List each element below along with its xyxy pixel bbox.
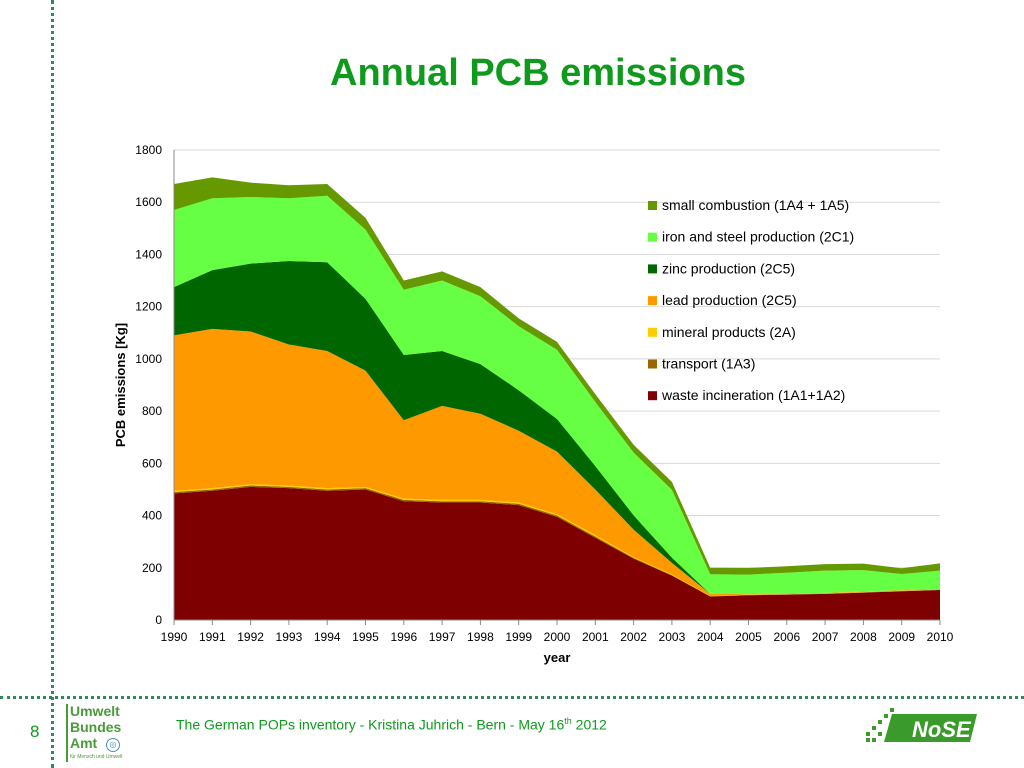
bottom-dotted-rule [0,696,1024,699]
y-tick-label: 1200 [135,300,162,314]
legend-swatch [648,232,657,242]
x-tick-label: 2000 [544,630,571,644]
x-tick-label: 1994 [314,630,341,644]
slide-title: Annual PCB emissions [330,52,746,94]
legend-label: mineral products (2A) [662,324,796,340]
logo-line-3: Amt [70,735,98,751]
x-tick-label: 1999 [505,630,532,644]
x-tick-label: 2005 [735,630,762,644]
x-tick-label: 1995 [352,630,379,644]
chart-legend: small combustion (1A4 + 1A5) iron and ste… [648,197,854,403]
legend-label: lead production (2C5) [662,292,797,308]
left-dotted-rule [51,0,54,768]
y-tick-label: 1800 [135,143,162,157]
x-tick-label: 1998 [467,630,494,644]
legend-label: waste incineration (1A1+1A2) [661,387,845,403]
x-tick-label: 2002 [620,630,647,644]
legend-label: transport (1A3) [662,356,755,372]
y-tick-label: 1400 [135,247,162,261]
x-tick-label: 1993 [276,630,303,644]
footer-text: The German POPs inventory - Kristina Juh… [176,716,607,733]
area-series [174,486,940,620]
nose-logo-text: NoSE [912,717,972,742]
chart-axes [173,150,941,625]
area-series [174,260,940,595]
legend-swatch [648,201,657,210]
x-tick-label: 2009 [888,630,915,644]
x-tick-label: 2004 [697,630,724,644]
x-tick-label: 2006 [773,630,800,644]
legend-label: zinc production (2C5) [662,260,795,276]
footer-year: 2012 [571,716,607,733]
chart-areas [174,177,940,620]
nose-logo-banner [884,714,977,742]
y-axis-label: PCB emissions [Kg] [113,323,128,447]
legend-swatch [648,264,657,274]
area-series [174,328,940,596]
y-tick-labels: 0 200 400 600 800 1000 1200 1400 1600 1800 [135,143,162,627]
logo-line-2: Bundes [70,719,122,735]
x-tick-label: 2003 [659,630,686,644]
x-tick-label: 1992 [237,630,264,644]
x-tick-labels: 1990 1991 1992 1993 1994 1995 1996 1997 1998 1999… [161,630,954,644]
x-tick-label: 2008 [850,630,877,644]
legend-swatch [648,327,657,337]
footer-superscript: th [564,716,572,726]
x-tick-label: 2001 [582,630,609,644]
area-series [174,195,940,595]
y-tick-label: 1600 [135,195,162,209]
nose-logo: NoSE [866,708,977,742]
footer-main: The German POPs inventory - Kristina Juh… [176,716,565,733]
legend-label: small combustion (1A4 + 1A5) [662,197,849,213]
y-tick-label: 1000 [135,352,162,366]
legend-swatch [648,359,657,369]
x-tick-label: 2010 [927,630,954,644]
logo-subtitle: für Mensch und Umwelt [70,754,123,760]
legend-label: iron and steel production (2C1) [662,229,854,245]
x-tick-label: 1997 [429,630,456,644]
x-tick-label: 1991 [199,630,226,644]
x-tick-label: 1990 [161,630,188,644]
x-axis-label: year [544,650,571,665]
page-number: 8 [30,722,40,741]
un-emblem-icon: ◎ [106,738,120,752]
y-tick-label: 0 [155,613,162,627]
y-tick-label: 200 [142,561,162,575]
logo-line-1: Umwelt [70,703,120,719]
y-tick-label: 400 [142,509,162,523]
x-tick-label: 2007 [812,630,839,644]
x-tick-label: 1996 [390,630,417,644]
legend-swatch [648,391,657,401]
umweltbundesamt-logo: Umwelt Bundes Amt ◎ für Mensch und Umwel… [66,704,136,764]
y-tick-label: 800 [142,404,162,418]
y-tick-label: 600 [142,456,162,470]
legend-swatch [648,296,657,306]
nose-logo-pixels [866,708,894,742]
